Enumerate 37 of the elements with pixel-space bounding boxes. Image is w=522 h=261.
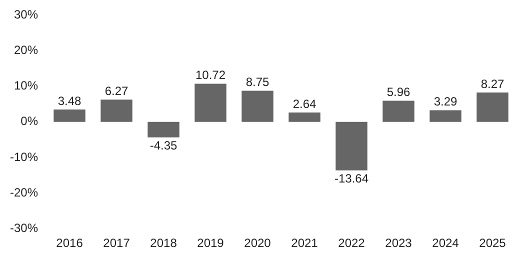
x-tick-label: 2023 <box>385 236 412 250</box>
x-tick-label: 2020 <box>244 236 272 250</box>
data-label: 5.96 <box>386 85 411 100</box>
data-label: 3.48 <box>58 94 82 108</box>
bar <box>430 110 462 122</box>
x-tick-label: 2025 <box>479 236 506 250</box>
y-tick-label: 20% <box>14 43 38 58</box>
bar <box>288 112 320 122</box>
y-tick-label: 0% <box>20 114 38 128</box>
bar <box>54 110 86 122</box>
data-label: 2.64 <box>292 96 317 111</box>
y-tick-label: -10% <box>10 150 38 164</box>
bar <box>476 92 508 122</box>
bar <box>148 122 180 138</box>
x-tick-label: 2022 <box>338 236 366 250</box>
data-label: 3.29 <box>434 94 458 109</box>
bar <box>336 122 368 170</box>
x-tick-label: 2018 <box>150 236 178 250</box>
x-tick-label: 2017 <box>103 236 130 250</box>
y-tick-label: -20% <box>10 185 38 200</box>
data-label: -13.64 <box>334 172 369 186</box>
bar <box>242 90 274 122</box>
bar <box>194 84 226 122</box>
data-label: 6.27 <box>104 84 129 98</box>
data-label: 10.72 <box>195 68 226 82</box>
data-label: 8.75 <box>246 75 270 90</box>
y-tick-label: 10% <box>14 78 38 93</box>
x-tick-label: 2021 <box>291 236 318 250</box>
y-tick-label: -30% <box>10 220 38 235</box>
x-tick-label: 2019 <box>197 236 224 250</box>
x-tick-label: 2024 <box>432 236 460 250</box>
data-label: -4.35 <box>150 138 178 153</box>
x-tick-label: 2016 <box>56 236 84 250</box>
y-tick-label: 30% <box>14 8 38 22</box>
data-label: 8.27 <box>480 76 505 91</box>
bar <box>100 100 132 122</box>
bar <box>382 100 414 122</box>
